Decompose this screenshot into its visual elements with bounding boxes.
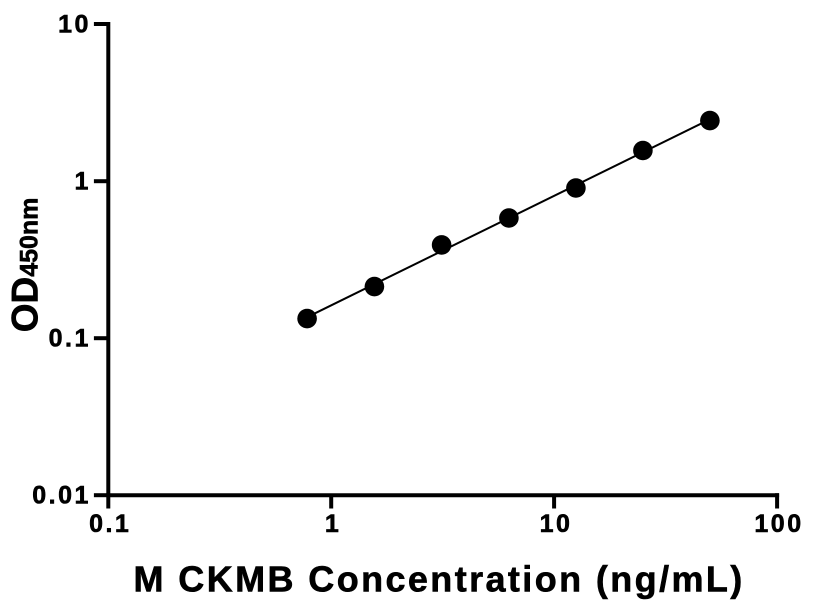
svg-text:100: 100 bbox=[754, 510, 803, 538]
svg-text:0.1: 0.1 bbox=[89, 510, 131, 538]
svg-text:10: 10 bbox=[540, 510, 573, 538]
svg-text:1: 1 bbox=[74, 168, 90, 196]
svg-text:0.1: 0.1 bbox=[49, 325, 91, 353]
svg-text:10: 10 bbox=[58, 11, 91, 39]
svg-text:OD450nm: OD450nm bbox=[5, 198, 46, 333]
svg-text:M CKMB Concentration (ng/mL): M CKMB Concentration (ng/mL) bbox=[134, 559, 745, 600]
svg-text:0.01: 0.01 bbox=[32, 482, 91, 510]
svg-text:1: 1 bbox=[325, 510, 341, 538]
